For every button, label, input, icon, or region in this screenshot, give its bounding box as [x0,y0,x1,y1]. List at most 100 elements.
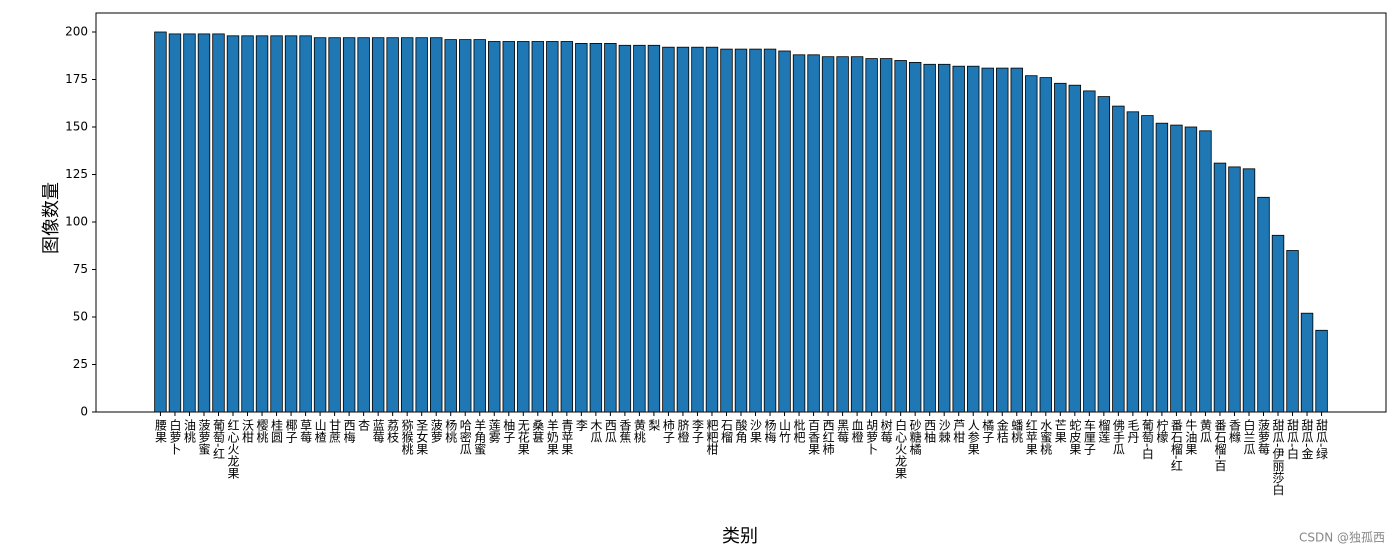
x-tick-label: 西柚 [923,419,937,443]
bar [473,39,486,413]
x-tick-label: 水蜜桃 [1039,419,1053,456]
x-tick-label: 沙棘 [937,419,951,443]
bar [1184,126,1198,413]
bar [154,31,167,413]
x-tick-label: 蓝莓 [371,419,385,443]
bar [734,48,748,413]
x-tick-label: 血橙 [850,419,864,443]
bar [836,56,849,413]
x-tick-label: 橘子 [981,418,995,443]
y-tick-label: 25 [73,357,88,371]
x-tick-label: 黑莓 [836,419,850,443]
y-tick-label: 175 [65,72,88,86]
bar [1170,124,1183,413]
x-tick-label: 黄桃 [632,419,646,444]
bar [967,65,980,413]
x-tick-label: 毛丹 [1126,419,1140,444]
x-tick-label: 粑粑柑 [705,419,719,455]
x-tick-label: 甘蔗 [328,419,342,444]
y-tick-label: 200 [65,25,88,39]
bar [894,60,907,413]
x-tick-label: 圣女果 [415,419,429,455]
y-tick-label: 75 [73,262,88,276]
x-tick-label: 油桃 [182,419,196,444]
bar [1083,90,1096,413]
x-tick-label: 菠萝 [429,419,443,444]
bar [1242,168,1256,413]
bar [1199,130,1212,413]
bar [328,37,341,413]
bar [1213,162,1227,413]
x-tick-label: 榴莲 [1097,419,1111,443]
x-tick-label: 山竹 [778,419,792,443]
x-tick-label: 葡萄-白 [1140,419,1154,460]
x-tick-label: 樱桃 [255,418,269,444]
x-tick-label: 草莓 [299,419,313,443]
bar [865,58,878,413]
x-tick-label: 腰果 [153,419,167,443]
x-tick-label: 沃柑 [241,419,255,443]
bar [517,41,530,413]
bar [850,56,864,413]
bar [618,44,632,413]
x-tick-label: 白心火龙果 [894,418,908,479]
x-axis-label: 类别 [722,526,758,547]
bar [604,43,617,413]
x-tick-label: 枇杷 [792,418,806,444]
bar [981,67,994,413]
bar [488,41,501,413]
x-tick-label: 柿子 [661,418,675,443]
x-tick-label: 李子 [690,418,704,443]
bar [400,37,414,413]
x-tick-label: 菠萝蜜 [197,419,211,456]
x-tick-label: 佛手瓜 [1111,419,1125,455]
bar [778,50,791,413]
x-tick-label: 青苹果 [560,419,574,455]
y-tick-label: 100 [65,215,88,229]
x-tick-label: 哈密瓜 [458,419,472,455]
x-tick-label: 蛇皮果 [1068,418,1082,455]
bar [720,48,733,413]
bar [284,35,298,413]
bar [357,37,370,413]
bar [430,37,443,413]
bar [546,41,559,413]
bar [908,62,922,413]
x-tick-label: 猕猴桃 [400,419,414,456]
bar [1025,75,1038,413]
x-tick-label: 羊奶果 [545,418,559,455]
x-tick-label: 车厘子 [1082,418,1096,455]
bar [386,37,399,413]
bar [575,43,588,413]
x-tick-label: 金桔 [995,418,1009,443]
x-tick-label: 西瓜 [603,419,617,443]
bar [226,35,240,413]
bar [1271,234,1285,413]
x-tick-label: 石榴 [719,419,733,444]
x-tick-label: 桑葚 [531,419,545,443]
bar [313,37,327,413]
x-tick-label: 杨梅 [763,418,777,443]
x-tick-label: 红心火龙果 [226,418,240,479]
bar [299,35,312,413]
bar [270,35,283,413]
x-tick-label: 柠檬 [1155,418,1169,444]
x-tick-label: 莲雾 [487,419,501,444]
x-tick-label: 无花果 [516,419,530,455]
bar [937,63,951,413]
bar [241,35,254,413]
bar [1286,250,1299,413]
x-tick-label: 葡萄-红 [211,419,225,460]
x-tick-label: 红苹果 [1024,418,1038,455]
bar [705,46,719,413]
bar [676,46,690,413]
bar [662,46,675,413]
x-tick-label: 荔枝 [386,419,400,443]
bar [952,65,965,413]
x-tick-label: 番石榴-百 [1213,419,1227,472]
x-tick-label: 砂糖橘 [908,419,922,455]
x-tick-label: 椰子 [284,418,298,443]
x-tick-label: 西梅 [342,419,356,443]
y-tick-label: 125 [65,167,88,181]
